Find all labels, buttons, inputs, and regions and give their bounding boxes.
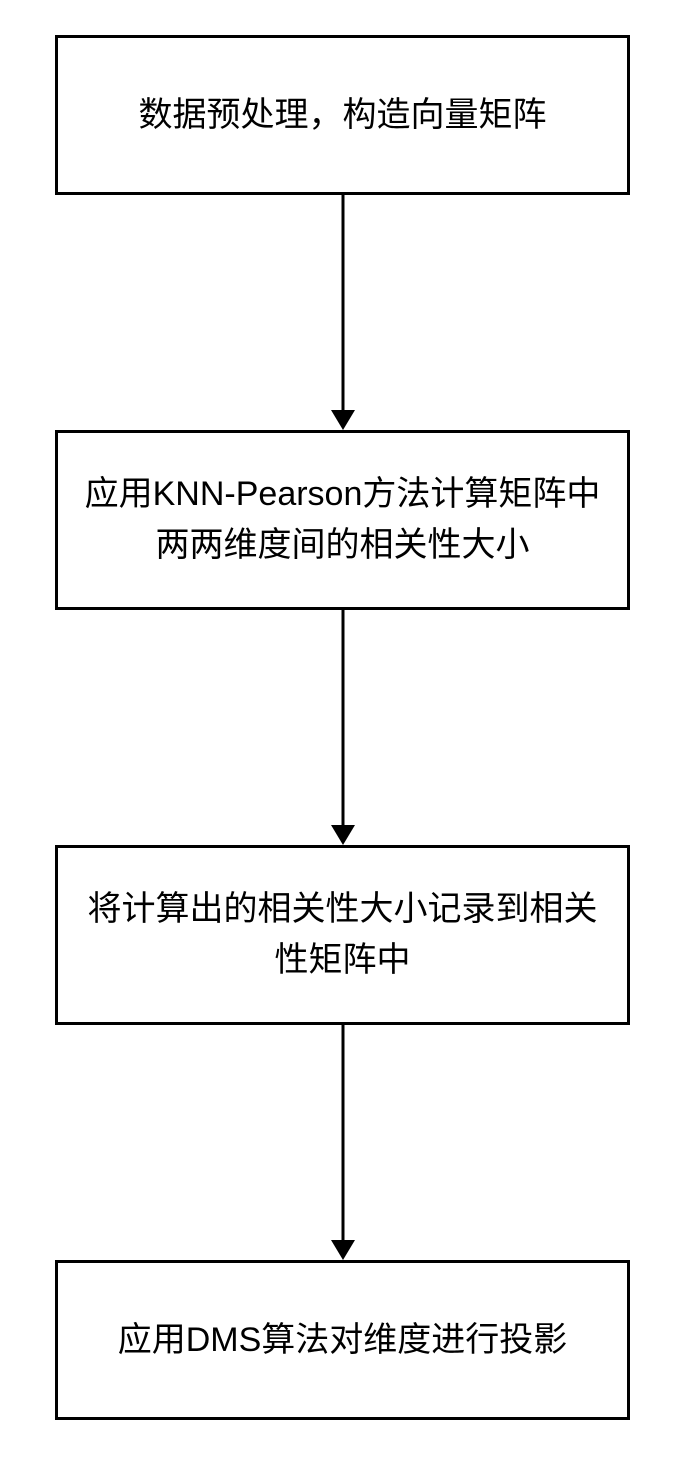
flowchart-node-1: 数据预处理，构造向量矩阵 <box>55 35 630 195</box>
flowchart-node-4: 应用DMS算法对维度进行投影 <box>55 1260 630 1420</box>
node-2-text: 应用KNN-Pearson方法计算矩阵中两两维度间的相关性大小 <box>78 469 607 571</box>
arrow-head-2 <box>331 825 355 845</box>
arrow-line-2 <box>341 610 344 825</box>
flowchart-node-2: 应用KNN-Pearson方法计算矩阵中两两维度间的相关性大小 <box>55 430 630 610</box>
arrow-line-3 <box>341 1025 344 1240</box>
node-4-text: 应用DMS算法对维度进行投影 <box>118 1315 568 1366</box>
flowchart-container: 数据预处理，构造向量矩阵 应用KNN-Pearson方法计算矩阵中两两维度间的相… <box>0 0 685 1479</box>
arrow-line-1 <box>341 195 344 410</box>
node-3-text: 将计算出的相关性大小记录到相关性矩阵中 <box>78 884 607 986</box>
arrow-head-3 <box>331 1240 355 1260</box>
arrow-head-1 <box>331 410 355 430</box>
flowchart-node-3: 将计算出的相关性大小记录到相关性矩阵中 <box>55 845 630 1025</box>
node-1-text: 数据预处理，构造向量矩阵 <box>139 90 547 141</box>
